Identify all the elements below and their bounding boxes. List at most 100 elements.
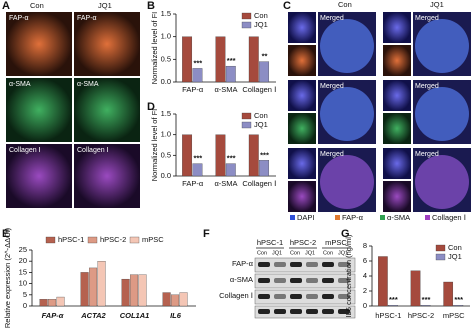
blot-band [274,309,286,314]
bar [39,299,48,307]
column-label: JQ1 [430,0,444,9]
y-tick-label: 2 [363,286,367,295]
bar [388,305,398,307]
bar [420,305,431,307]
tile-label: α-SMA [77,81,99,88]
legend-swatch [241,21,252,29]
y-tick-label: 10 [19,279,27,288]
legend-swatch [290,215,295,220]
spheroid [415,87,469,141]
significance: *** [454,295,463,304]
significance: *** [193,154,202,163]
small-tile [288,113,316,144]
x-tick-label: FAP-α [182,179,204,188]
blot-band [306,294,318,299]
y-tick-label: 0.5 [161,150,171,159]
y-tick-label: 15 [19,267,27,276]
blot-band [322,294,334,299]
tile-label: FAP-α [77,15,97,22]
legend-swatch [87,236,98,244]
blot-strip [254,289,356,305]
small-tile [383,113,411,144]
tile-label: Collagen Ⅰ [77,147,109,154]
blot-band [338,262,350,267]
bar [248,134,259,177]
bar [215,36,226,83]
y-tick-label: 4 [363,271,367,280]
tile-label: Merged [320,83,344,90]
blot-band [306,309,318,314]
lane-label: Con [257,250,267,256]
legend-label: JQ1 [254,20,268,29]
blot-band [322,278,334,283]
y-axis-label: Normalized level of FI [150,12,159,85]
significance: *** [193,58,202,67]
blot-band [290,278,302,283]
significance: *** [422,295,431,304]
bar [121,278,130,307]
spheroid [415,19,469,73]
legend-swatch [425,215,430,220]
tile-label: Merged [320,151,344,158]
bar [138,274,147,307]
panel-letter: F [203,228,210,240]
blot-strip [254,257,356,273]
x-tick-label: FAP-α [182,85,204,94]
bar [89,267,98,307]
blot-band [338,278,350,283]
tile-label: Merged [415,151,439,158]
lane-label: JQ1 [305,250,315,256]
x-tick-label: COL1A1 [120,311,150,320]
small-tile [383,181,411,212]
tile-label: Merged [320,15,344,22]
legend-swatch [45,236,56,244]
legend-swatch [129,236,140,244]
bar [162,292,171,307]
legend-swatch [335,215,340,220]
blot-band [258,278,270,283]
significance: *** [227,56,236,65]
small-tile [288,45,316,76]
panel-letter: B [147,0,155,12]
blot-band [322,262,334,267]
bar [259,61,270,83]
y-axis-label: Normalized level of FI [150,109,159,182]
bar [179,292,188,307]
small-tile [383,80,411,111]
micrograph [74,144,140,208]
y-axis-label: IL6 concentration (ng/ml) [344,234,353,317]
lane-label: JQ1 [338,250,348,256]
legend-label: Con [254,11,268,20]
significance: *** [389,295,398,304]
blot-band [274,262,286,267]
bar [378,256,388,307]
legend-label: hPSC-1 [58,235,84,244]
row-label: Collagen Ⅰ [219,291,253,300]
y-tick-label: 0.0 [161,77,171,86]
small-tile [288,12,316,43]
bar [443,281,454,307]
panel-letter: C [283,0,291,12]
tile-label: Merged [415,15,439,22]
lane-label: Con [290,250,300,256]
x-tick-label: FAP-α [42,311,64,320]
bar [182,36,193,83]
spheroid [320,155,374,209]
x-tick-label: mPSC [443,311,465,320]
micrograph [6,78,72,142]
blot-strip [254,273,356,289]
bar [453,305,464,307]
y-tick-label: 20 [19,256,27,265]
micrograph [6,12,72,76]
x-tick-label: IL6 [170,311,182,320]
panel-letter: A [2,0,10,12]
tile-label: α-SMA [9,81,31,88]
tile-label: Collagen Ⅰ [9,147,41,154]
legend-label: Con [254,111,268,120]
significance: *** [227,154,236,163]
legend-label: mPSC [142,235,164,244]
bar [215,134,226,177]
blot-band [274,278,286,283]
